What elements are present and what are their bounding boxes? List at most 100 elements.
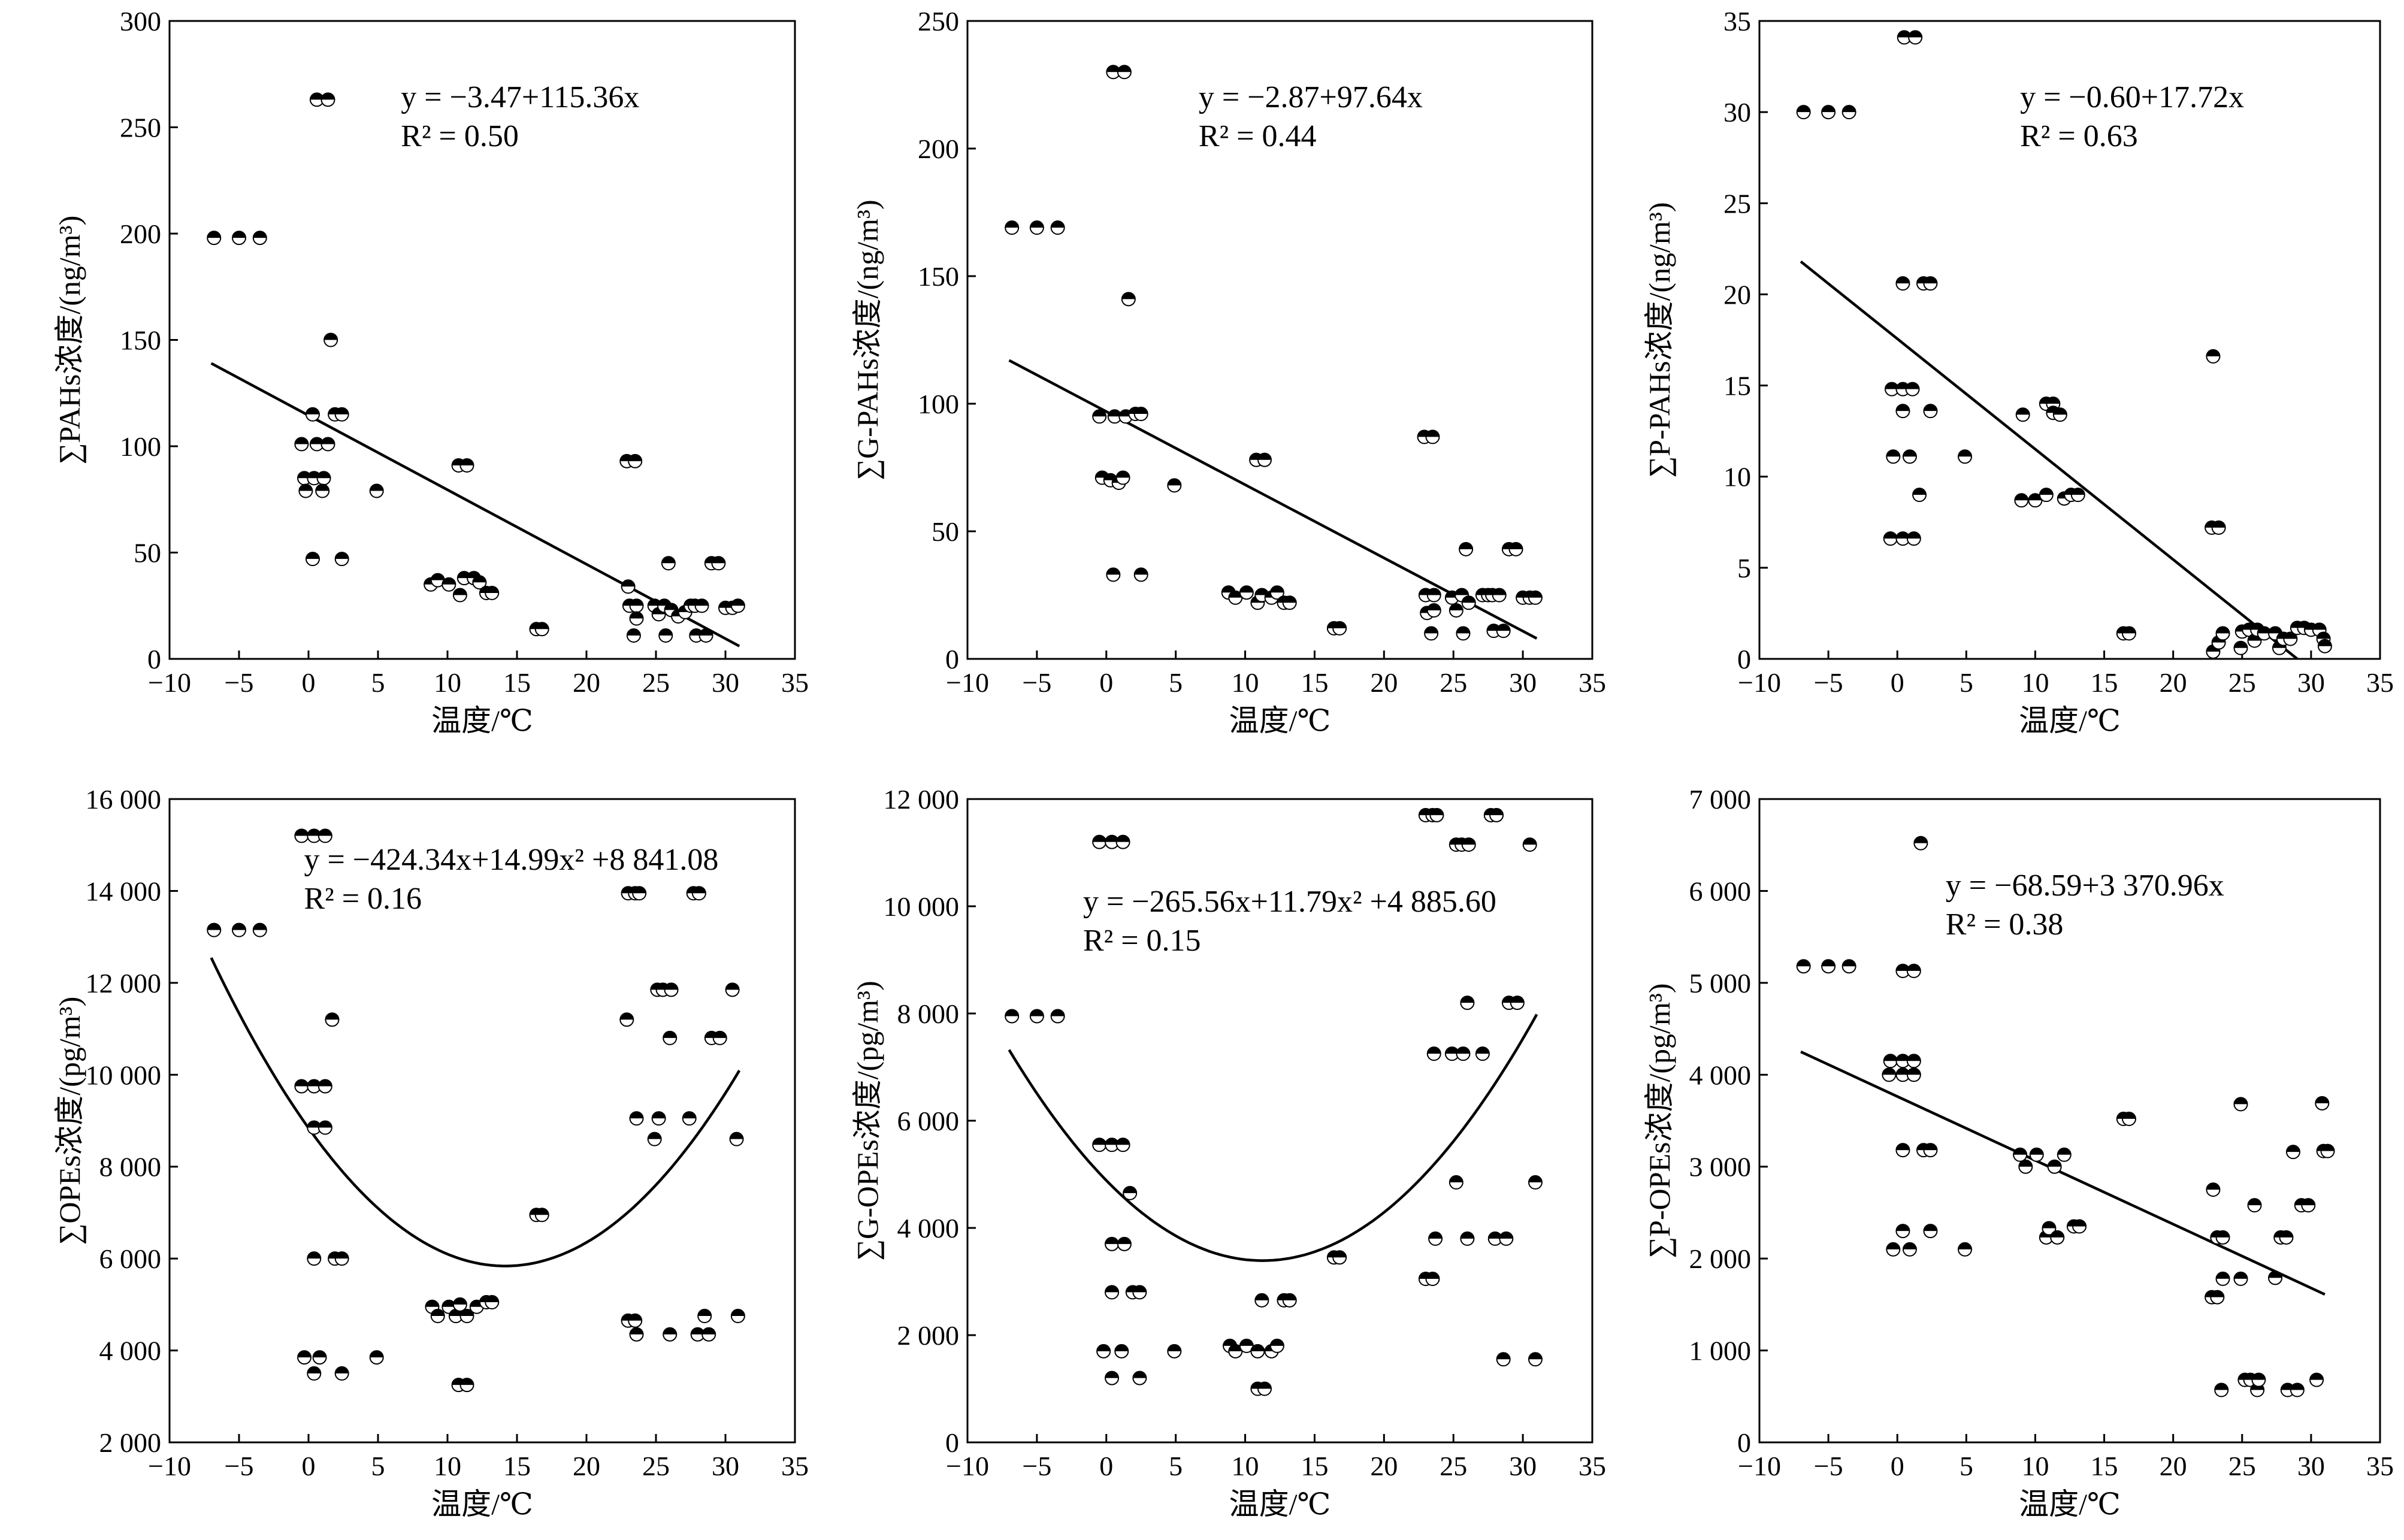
data-point bbox=[2279, 1230, 2294, 1245]
data-point bbox=[472, 575, 487, 590]
y-tick-label: 7 000 bbox=[1689, 784, 1752, 815]
chart-3: −10 −5 0 5 10 15 20 25 30 35 0 5 10 15 20 25 30 35 温度/℃ ∑P-… bbox=[1643, 6, 2394, 737]
data-point bbox=[534, 622, 549, 637]
data-point bbox=[1906, 1054, 1921, 1069]
data-point bbox=[1456, 626, 1471, 641]
data-point bbox=[2057, 1147, 2072, 1162]
data-point bbox=[725, 982, 740, 997]
x-tick-label: 10 bbox=[1232, 667, 1259, 698]
data-point bbox=[1895, 1224, 1910, 1239]
data-point bbox=[1092, 1137, 1107, 1152]
data-point bbox=[1269, 1338, 1284, 1353]
data-point bbox=[2014, 493, 2029, 508]
x-tick-label: 20 bbox=[573, 1451, 600, 1481]
data-point bbox=[452, 588, 467, 603]
x-tick-label: 5 bbox=[1960, 1451, 1973, 1481]
y-tick-label: 8 000 bbox=[897, 999, 960, 1029]
data-point bbox=[1841, 959, 1856, 974]
data-point bbox=[2070, 488, 2085, 503]
y-tick-label: 15 bbox=[1723, 371, 1751, 401]
x-tick-label: 5 bbox=[371, 1451, 385, 1481]
regression-equation: y = −2.87+97.64x bbox=[1199, 80, 1423, 114]
data-point bbox=[1460, 1231, 1475, 1246]
data-point bbox=[1092, 834, 1107, 849]
data-point bbox=[2029, 1147, 2044, 1162]
data-point bbox=[1096, 1344, 1111, 1359]
data-point bbox=[697, 1309, 712, 1324]
data-point bbox=[632, 886, 647, 901]
data-point bbox=[2013, 1147, 2028, 1162]
data-point bbox=[369, 483, 384, 498]
y-tick-label: 0 bbox=[945, 1427, 959, 1458]
x-tick-label: −5 bbox=[1814, 1451, 1843, 1481]
data-point bbox=[2210, 1290, 2225, 1305]
x-tick-label: 25 bbox=[2228, 1451, 2256, 1481]
fit-curve bbox=[1008, 1013, 1538, 1262]
data-point bbox=[691, 886, 706, 901]
y-axis-title: ∑P-PAHs浓度/(ng/m³) bbox=[1643, 202, 1676, 478]
data-point bbox=[2301, 1198, 2316, 1213]
fit-curve bbox=[1800, 1050, 2326, 1296]
data-point bbox=[207, 922, 222, 937]
data-point bbox=[317, 1079, 332, 1094]
data-point bbox=[2028, 493, 2043, 508]
x-tick-label: 35 bbox=[781, 667, 809, 698]
data-point bbox=[1489, 807, 1504, 822]
x-tick-label: 35 bbox=[2366, 667, 2394, 698]
data-point bbox=[369, 1350, 384, 1365]
data-point bbox=[651, 1111, 666, 1126]
data-point bbox=[694, 598, 709, 613]
x-tick-label: 30 bbox=[712, 667, 739, 698]
data-point bbox=[1461, 595, 1476, 610]
data-point bbox=[1332, 621, 1347, 636]
y-tick-label: 2 000 bbox=[1689, 1244, 1752, 1274]
data-point bbox=[1105, 834, 1120, 849]
x-tick-label: 30 bbox=[2297, 667, 2325, 698]
x-tick-label: −5 bbox=[225, 1451, 254, 1481]
y-tick-label: 2 000 bbox=[99, 1427, 162, 1458]
x-tick-label: 25 bbox=[1440, 667, 1467, 698]
data-point bbox=[1005, 1009, 1020, 1024]
data-point bbox=[2268, 1270, 2283, 1285]
data-point bbox=[1499, 1231, 1514, 1246]
data-point bbox=[1883, 531, 1898, 546]
data-point bbox=[307, 828, 322, 843]
data-point bbox=[619, 1012, 634, 1027]
data-point bbox=[459, 1378, 474, 1393]
data-point bbox=[2072, 1219, 2087, 1234]
data-point bbox=[1115, 834, 1130, 849]
y-tick-label: 10 000 bbox=[884, 891, 960, 922]
data-point bbox=[1496, 624, 1511, 639]
data-point bbox=[1796, 105, 1811, 120]
data-point bbox=[1459, 541, 1474, 556]
data-point bbox=[1425, 429, 1440, 444]
data-point bbox=[1510, 996, 1525, 1010]
regression-equation: y = −0.60+17.72x bbox=[2020, 80, 2244, 114]
data-point bbox=[626, 628, 641, 643]
data-point bbox=[2018, 1159, 2033, 1174]
data-point bbox=[1821, 105, 1836, 120]
data-point bbox=[1050, 220, 1065, 235]
fit-curve bbox=[210, 957, 741, 1267]
data-point bbox=[1115, 1137, 1130, 1152]
data-point bbox=[298, 483, 313, 498]
data-point bbox=[2215, 1230, 2230, 1245]
data-point bbox=[711, 556, 726, 571]
x-tick-label: 30 bbox=[2297, 1451, 2325, 1481]
data-point bbox=[698, 628, 713, 643]
data-point bbox=[307, 1251, 322, 1266]
x-tick-label: 35 bbox=[1579, 1451, 1606, 1481]
x-tick-label: −10 bbox=[946, 667, 989, 698]
data-point bbox=[1426, 588, 1441, 603]
data-point bbox=[1905, 382, 1920, 397]
data-point bbox=[1429, 807, 1444, 822]
data-point bbox=[689, 628, 704, 643]
y-tick-label: 5 bbox=[1737, 553, 1751, 583]
x-tick-label: 5 bbox=[1169, 667, 1183, 698]
x-tick-label: −10 bbox=[148, 667, 191, 698]
y-tick-label: 6 000 bbox=[897, 1106, 960, 1136]
data-point bbox=[1913, 836, 1928, 851]
y-tick-label: 250 bbox=[120, 113, 161, 143]
data-point bbox=[334, 407, 349, 422]
x-tick-label: 35 bbox=[781, 1451, 809, 1481]
